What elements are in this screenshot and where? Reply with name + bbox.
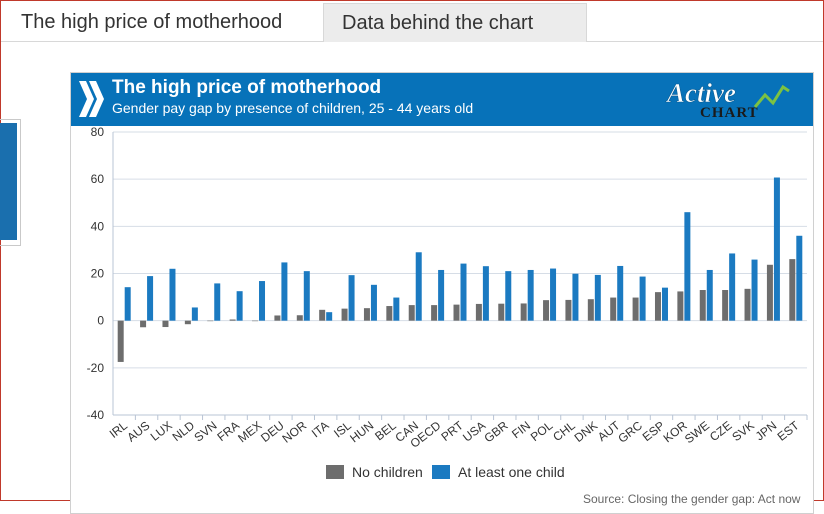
bar-no-children-svk [744,288,751,321]
bar-no-children-dnk [587,299,594,321]
activechart-logo: Active CHART [665,78,790,121]
x-tick-label: EST [775,418,803,444]
bar-one-child-aut [617,265,624,321]
bar-one-child-ita [326,312,333,321]
bar-one-child-bel [393,297,400,321]
x-tick-label: GBR [482,418,511,445]
bar-no-children-pol [543,300,550,321]
bar-one-child-aus [147,276,154,321]
side-panel-toggle[interactable] [0,119,21,246]
bar-one-child-cze [729,253,736,321]
bar-one-child-pol [550,268,557,321]
tab-chart[interactable]: The high price of motherhood [7,3,331,41]
bar-one-child-jpn [773,177,780,321]
bar-no-children-prt [453,304,460,321]
bar-no-children-swe [699,290,706,321]
tab-bar: The high price of motherhood Data behind… [1,1,823,42]
bar-one-child-grc [639,276,646,321]
bar-one-child-nld [191,307,198,321]
bar-no-children-oecd [431,305,438,321]
bar-one-child-esp [661,287,668,321]
bar-no-children-ita [319,309,326,321]
chart-header: The high price of motherhood Gender pay … [71,73,813,126]
bar-no-children-lux [162,320,169,328]
bar-one-child-nor [303,271,310,321]
chevron-right-icon [79,81,104,117]
logo-text-active: Active [665,78,736,108]
chart-subtitle: Gender pay gap by presence of children, … [112,100,474,116]
bar-one-child-hun [370,284,377,321]
bar-one-child-prt [460,263,467,321]
x-tick-label: JPN [753,418,779,443]
bar-no-children-mex [252,320,259,322]
bar-no-children-esp [654,292,661,321]
bar-no-children-svn [207,320,214,322]
bar-one-child-lux [169,268,176,321]
bar-no-children-bel [386,306,393,321]
y-tick-label: -20 [87,361,105,375]
bar-no-children-cze [722,290,729,321]
bar-one-child-swe [706,269,713,321]
bar-no-children-hun [363,308,370,321]
bar-no-children-gbr [498,303,505,321]
bar-no-children-nld [184,320,191,325]
bar-no-children-irl [117,320,124,362]
legend-label: At least one child [458,464,565,480]
y-tick-label: 60 [91,172,105,186]
bar-no-children-chl [565,299,572,321]
x-tick-label: BEL [372,418,399,443]
bar-no-children-jpn [766,264,773,321]
tab-data[interactable]: Data behind the chart [323,3,587,42]
x-tick-label: ITA [309,418,332,440]
bar-one-child-irl [124,287,131,321]
legend-label: No children [352,464,423,480]
y-tick-label: 80 [91,125,105,139]
y-tick-label: 0 [97,314,104,328]
bar-no-children-deu [274,315,281,321]
bar-no-children-nor [296,315,303,321]
bar-one-child-can [415,252,422,321]
logo-trend-line [753,84,790,108]
bar-no-children-usa [475,303,482,321]
source-note: Source: Closing the gender gap: Act now [583,492,801,506]
x-tick-label: NOR [280,418,310,446]
bar-one-child-chl [572,273,579,321]
bar-one-child-svk [751,259,758,321]
bar-no-children-est [789,259,796,321]
bar-no-children-isl [341,308,348,321]
bar-one-child-est [796,235,803,321]
bar-one-child-kor [684,212,691,321]
bar-one-child-deu [281,262,288,321]
y-tick-label: 40 [91,219,105,233]
legend-swatch [432,465,450,479]
bar-one-child-gbr [505,271,512,321]
x-tick-label: FIN [509,418,533,441]
bar-one-child-fin [527,269,534,321]
bar-one-child-dnk [594,274,601,321]
bar-no-children-fra [229,319,236,321]
bar-no-children-grc [632,297,639,321]
y-tick-label: -40 [87,408,105,422]
bar-no-children-aus [140,320,147,328]
chart-title: The high price of motherhood [112,77,382,98]
logo-text-chart: CHART [700,105,759,121]
bar-one-child-usa [482,266,489,321]
bar-one-child-oecd [438,269,445,321]
bar-chart: -40-20020406080IRLAUSLUXNLDSVNFRAMEXDEUN… [87,125,808,480]
y-tick-label: 20 [91,267,105,281]
bar-one-child-isl [348,275,355,321]
bar-one-child-fra [236,291,243,321]
bar-one-child-svn [214,283,221,321]
bar-no-children-aut [610,297,617,321]
bar-no-children-kor [677,291,684,321]
side-panel-handle[interactable] [0,123,17,240]
bar-one-child-mex [259,281,266,321]
bar-no-children-fin [520,303,527,321]
bar-no-children-can [408,305,415,321]
legend-swatch [326,465,344,479]
